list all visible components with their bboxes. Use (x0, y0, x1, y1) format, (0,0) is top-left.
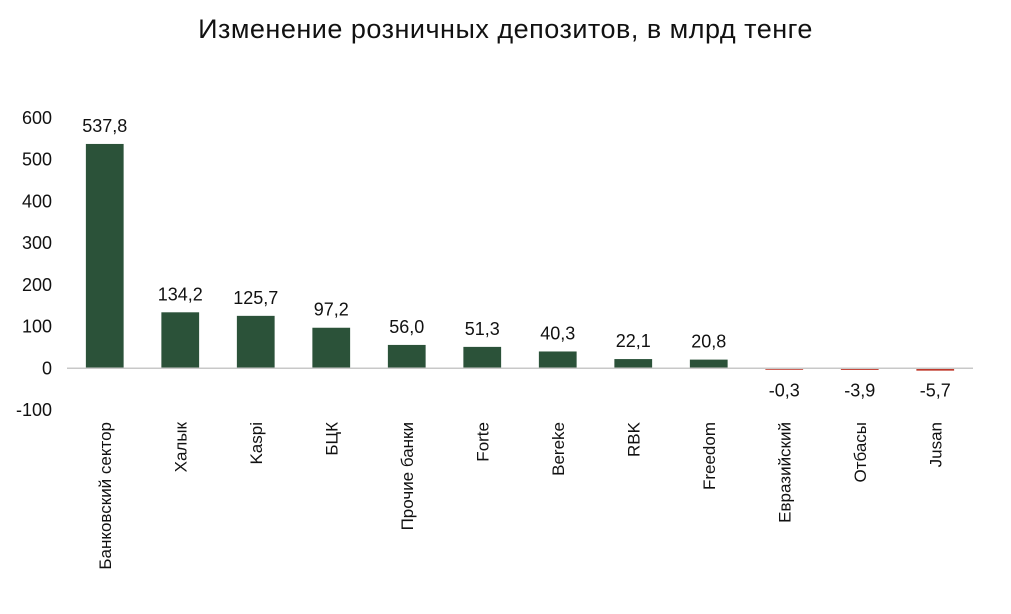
y-tick-label: 100 (22, 317, 52, 337)
category-label: Халык (171, 421, 190, 472)
data-label: 56,0 (389, 317, 424, 337)
data-label: 40,3 (540, 323, 575, 343)
bar (463, 346, 502, 369)
data-labels: 537,8 134,2 125,7 97,2 56,0 51,3 40,3 22,1 20,8 -… (82, 116, 951, 400)
y-tick-label: 200 (22, 275, 52, 295)
category-label: Прочие банки (398, 422, 417, 530)
bar (538, 351, 577, 369)
category-label: Kaspi (247, 422, 266, 465)
bar (85, 143, 124, 369)
bar (161, 312, 200, 369)
category-label: Банковский сектор (96, 422, 115, 570)
bars (85, 143, 955, 371)
category-label: RBK (624, 421, 643, 457)
bar (614, 359, 653, 369)
y-tick-label: 400 (22, 191, 52, 211)
data-label: 22,1 (616, 331, 651, 351)
category-label: Евразийский (775, 422, 794, 523)
y-tick-label: 500 (22, 150, 52, 170)
data-label: 97,2 (314, 300, 349, 320)
y-tick-label: 0 (42, 358, 52, 378)
data-label: 537,8 (82, 116, 127, 136)
y-tick-label: 600 (22, 108, 52, 128)
chart-title: Изменение розничных депозитов, в млрд те… (198, 14, 813, 44)
data-label: 134,2 (158, 284, 203, 304)
data-label: -3,9 (844, 380, 875, 400)
category-label: Jusan (926, 422, 945, 467)
category-label: БЦК (322, 422, 341, 456)
bar (689, 359, 728, 369)
data-label: -5,7 (920, 380, 951, 400)
category-label: Freedom (700, 422, 719, 490)
data-label: -0,3 (769, 380, 800, 400)
bar (387, 344, 426, 369)
y-tick-label: -100 (16, 400, 52, 420)
category-label: Отбасы (851, 422, 870, 483)
data-label: 20,8 (691, 332, 726, 352)
y-axis-ticks: -100 0 100 200 300 400 500 600 (16, 108, 52, 420)
y-tick-label: 300 (22, 233, 52, 253)
category-labels: Банковский сектор Халык Kaspi БЦК Прочие бан… (96, 421, 946, 569)
data-label: 51,3 (465, 319, 500, 339)
category-label: Forte (473, 422, 492, 462)
data-label: 125,7 (233, 288, 278, 308)
bar (312, 327, 351, 369)
bar (840, 368, 879, 370)
bar (236, 315, 275, 369)
bar (916, 368, 955, 371)
category-label: Bereke (549, 422, 568, 476)
